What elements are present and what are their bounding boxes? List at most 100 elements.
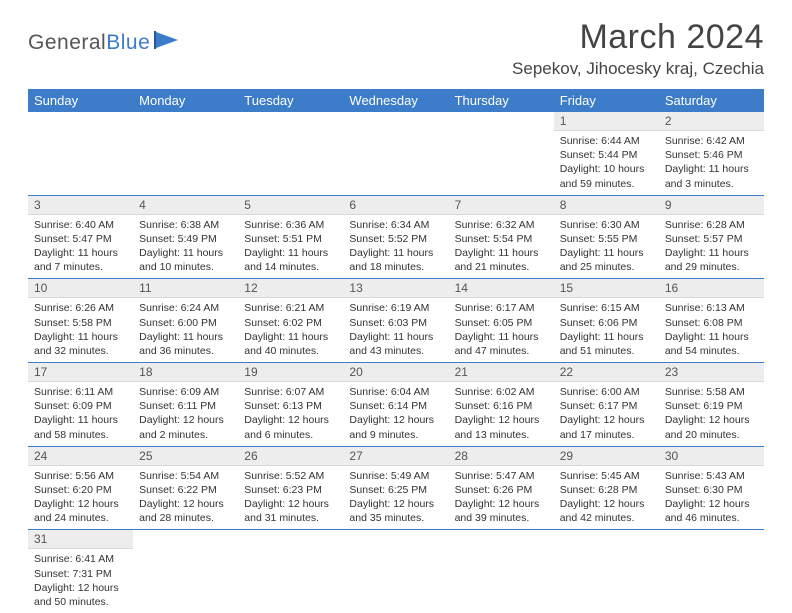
- day-content: Sunrise: 6:19 AMSunset: 6:03 PMDaylight:…: [343, 298, 448, 362]
- day-number: 10: [28, 279, 133, 298]
- day-number: 23: [659, 363, 764, 382]
- daylight-text: Daylight: 11 hours and 10 minutes.: [139, 246, 232, 274]
- calendar-cell: 4Sunrise: 6:38 AMSunset: 5:49 PMDaylight…: [133, 195, 238, 279]
- sunrise-text: Sunrise: 5:49 AM: [349, 469, 442, 483]
- calendar-cell: 6Sunrise: 6:34 AMSunset: 5:52 PMDaylight…: [343, 195, 448, 279]
- daylight-text: Daylight: 11 hours and 18 minutes.: [349, 246, 442, 274]
- day-content: Sunrise: 6:44 AMSunset: 5:44 PMDaylight:…: [554, 131, 659, 195]
- calendar-cell: 12Sunrise: 6:21 AMSunset: 6:02 PMDayligh…: [238, 279, 343, 363]
- sunset-text: Sunset: 6:02 PM: [244, 316, 337, 330]
- day-number: 21: [449, 363, 554, 382]
- sunset-text: Sunset: 6:09 PM: [34, 399, 127, 413]
- sunrise-text: Sunrise: 6:40 AM: [34, 218, 127, 232]
- daylight-text: Daylight: 12 hours and 6 minutes.: [244, 413, 337, 441]
- sunset-text: Sunset: 6:22 PM: [139, 483, 232, 497]
- sunrise-text: Sunrise: 6:07 AM: [244, 385, 337, 399]
- day-number: 29: [554, 447, 659, 466]
- sunrise-text: Sunrise: 6:41 AM: [34, 552, 127, 566]
- flag-icon: [154, 30, 182, 55]
- calendar-cell: 31Sunrise: 6:41 AMSunset: 7:31 PMDayligh…: [28, 530, 133, 613]
- day-number: 20: [343, 363, 448, 382]
- sunset-text: Sunset: 6:16 PM: [455, 399, 548, 413]
- title-block: March 2024 Sepekov, Jihocesky kraj, Czec…: [512, 18, 764, 79]
- calendar-cell: 20Sunrise: 6:04 AMSunset: 6:14 PMDayligh…: [343, 363, 448, 447]
- sunset-text: Sunset: 5:57 PM: [665, 232, 758, 246]
- sunset-text: Sunset: 6:06 PM: [560, 316, 653, 330]
- calendar-row: 24Sunrise: 5:56 AMSunset: 6:20 PMDayligh…: [28, 446, 764, 530]
- day-content: Sunrise: 6:13 AMSunset: 6:08 PMDaylight:…: [659, 298, 764, 362]
- sunrise-text: Sunrise: 6:32 AM: [455, 218, 548, 232]
- day-number: 27: [343, 447, 448, 466]
- daylight-text: Daylight: 11 hours and 32 minutes.: [34, 330, 127, 358]
- calendar-row: 1Sunrise: 6:44 AMSunset: 5:44 PMDaylight…: [28, 112, 764, 195]
- daylight-text: Daylight: 10 hours and 59 minutes.: [560, 162, 653, 190]
- sunset-text: Sunset: 5:55 PM: [560, 232, 653, 246]
- sunset-text: Sunset: 6:17 PM: [560, 399, 653, 413]
- sunrise-text: Sunrise: 5:43 AM: [665, 469, 758, 483]
- calendar-cell: 9Sunrise: 6:28 AMSunset: 5:57 PMDaylight…: [659, 195, 764, 279]
- day-number: 26: [238, 447, 343, 466]
- day-content: Sunrise: 5:49 AMSunset: 6:25 PMDaylight:…: [343, 466, 448, 530]
- day-number: 11: [133, 279, 238, 298]
- daylight-text: Daylight: 11 hours and 36 minutes.: [139, 330, 232, 358]
- calendar-header-row: SundayMondayTuesdayWednesdayThursdayFrid…: [28, 89, 764, 112]
- location-subtitle: Sepekov, Jihocesky kraj, Czechia: [512, 59, 764, 79]
- day-number: 28: [449, 447, 554, 466]
- calendar-cell: 24Sunrise: 5:56 AMSunset: 6:20 PMDayligh…: [28, 446, 133, 530]
- day-number: 2: [659, 112, 764, 131]
- sunset-text: Sunset: 7:31 PM: [34, 567, 127, 581]
- calendar-cell: 28Sunrise: 5:47 AMSunset: 6:26 PMDayligh…: [449, 446, 554, 530]
- sunrise-text: Sunrise: 6:36 AM: [244, 218, 337, 232]
- calendar-row: 31Sunrise: 6:41 AMSunset: 7:31 PMDayligh…: [28, 530, 764, 613]
- day-number: 5: [238, 196, 343, 215]
- daylight-text: Daylight: 11 hours and 25 minutes.: [560, 246, 653, 274]
- day-content: Sunrise: 5:45 AMSunset: 6:28 PMDaylight:…: [554, 466, 659, 530]
- day-number: 24: [28, 447, 133, 466]
- sunrise-text: Sunrise: 6:28 AM: [665, 218, 758, 232]
- sunset-text: Sunset: 6:05 PM: [455, 316, 548, 330]
- calendar-cell: [659, 530, 764, 613]
- day-content: Sunrise: 6:34 AMSunset: 5:52 PMDaylight:…: [343, 215, 448, 279]
- weekday-header: Thursday: [449, 89, 554, 112]
- sunrise-text: Sunrise: 6:17 AM: [455, 301, 548, 315]
- calendar-row: 17Sunrise: 6:11 AMSunset: 6:09 PMDayligh…: [28, 363, 764, 447]
- calendar-cell: [343, 530, 448, 613]
- logo-text: GeneralBlue: [28, 31, 150, 55]
- daylight-text: Daylight: 11 hours and 51 minutes.: [560, 330, 653, 358]
- day-content: Sunrise: 6:42 AMSunset: 5:46 PMDaylight:…: [659, 131, 764, 195]
- calendar-cell: 21Sunrise: 6:02 AMSunset: 6:16 PMDayligh…: [449, 363, 554, 447]
- calendar-cell: [133, 530, 238, 613]
- calendar-cell: 25Sunrise: 5:54 AMSunset: 6:22 PMDayligh…: [133, 446, 238, 530]
- day-content: Sunrise: 6:30 AMSunset: 5:55 PMDaylight:…: [554, 215, 659, 279]
- day-number: 30: [659, 447, 764, 466]
- day-content: Sunrise: 6:24 AMSunset: 6:00 PMDaylight:…: [133, 298, 238, 362]
- day-content: Sunrise: 5:52 AMSunset: 6:23 PMDaylight:…: [238, 466, 343, 530]
- sunrise-text: Sunrise: 5:45 AM: [560, 469, 653, 483]
- day-content: Sunrise: 6:26 AMSunset: 5:58 PMDaylight:…: [28, 298, 133, 362]
- daylight-text: Daylight: 12 hours and 20 minutes.: [665, 413, 758, 441]
- day-content: Sunrise: 6:07 AMSunset: 6:13 PMDaylight:…: [238, 382, 343, 446]
- day-number: 15: [554, 279, 659, 298]
- daylight-text: Daylight: 11 hours and 29 minutes.: [665, 246, 758, 274]
- calendar-cell: [238, 530, 343, 613]
- day-content: Sunrise: 6:17 AMSunset: 6:05 PMDaylight:…: [449, 298, 554, 362]
- sunset-text: Sunset: 6:11 PM: [139, 399, 232, 413]
- weekday-header: Sunday: [28, 89, 133, 112]
- sunrise-text: Sunrise: 5:52 AM: [244, 469, 337, 483]
- day-number: 13: [343, 279, 448, 298]
- calendar-cell: [28, 112, 133, 195]
- sunset-text: Sunset: 5:52 PM: [349, 232, 442, 246]
- sunset-text: Sunset: 5:54 PM: [455, 232, 548, 246]
- calendar-cell: 13Sunrise: 6:19 AMSunset: 6:03 PMDayligh…: [343, 279, 448, 363]
- sunset-text: Sunset: 5:44 PM: [560, 148, 653, 162]
- sunrise-text: Sunrise: 6:38 AM: [139, 218, 232, 232]
- calendar-cell: 27Sunrise: 5:49 AMSunset: 6:25 PMDayligh…: [343, 446, 448, 530]
- sunset-text: Sunset: 5:46 PM: [665, 148, 758, 162]
- logo-word1: General: [28, 31, 106, 54]
- sunset-text: Sunset: 6:19 PM: [665, 399, 758, 413]
- day-number: 19: [238, 363, 343, 382]
- daylight-text: Daylight: 11 hours and 14 minutes.: [244, 246, 337, 274]
- sunset-text: Sunset: 5:51 PM: [244, 232, 337, 246]
- calendar-cell: 5 Sunrise: 6:36 AMSunset: 5:51 PMDaylight…: [238, 195, 343, 279]
- sunrise-text: Sunrise: 5:54 AM: [139, 469, 232, 483]
